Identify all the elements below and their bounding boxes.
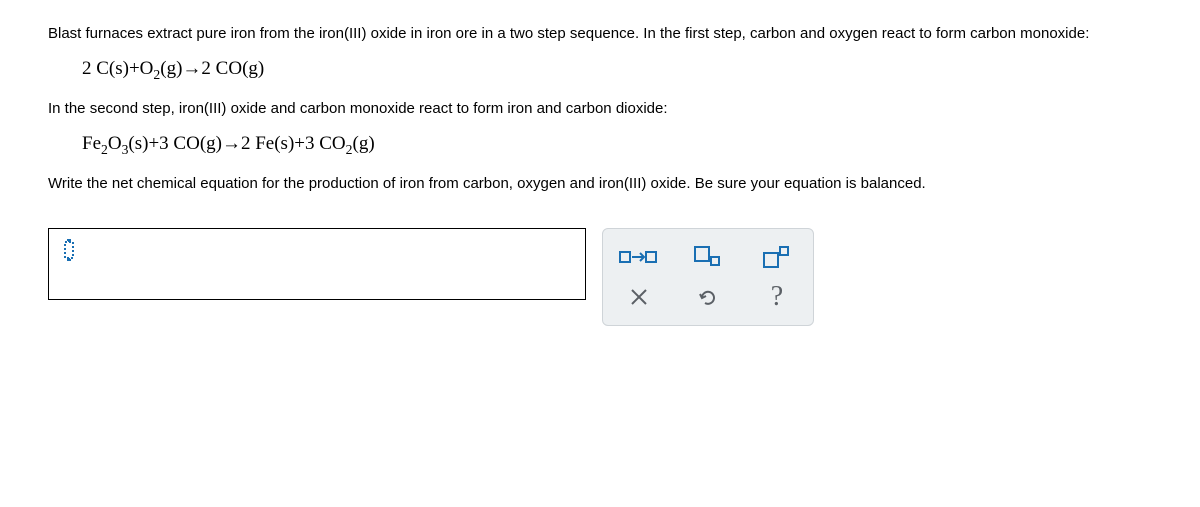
undo-button[interactable] xyxy=(682,279,734,315)
superscript-button[interactable] xyxy=(751,239,803,275)
equation-2: Fe2O3(s)+3 CO(g)→2 Fe(s)+3 CO2(g) xyxy=(82,133,1152,156)
intro-paragraph-2: In the second step, iron(III) oxide and … xyxy=(48,99,1152,119)
instruction-paragraph: Write the net chemical equation for the … xyxy=(48,174,1152,194)
help-button[interactable]: ? xyxy=(751,279,803,315)
text-cursor-icon xyxy=(61,239,77,265)
intro-paragraph-1: Blast furnaces extract pure iron from th… xyxy=(48,24,1152,44)
subscript-button[interactable] xyxy=(682,239,734,275)
clear-button[interactable] xyxy=(613,279,665,315)
help-icon: ? xyxy=(771,283,783,311)
answer-input[interactable] xyxy=(48,228,586,300)
equation-1: 2 C(s)+O2(g)→2 CO(g) xyxy=(82,58,1152,81)
reaction-arrow-button[interactable] xyxy=(613,239,665,275)
equation-toolbox: ? xyxy=(602,228,814,326)
